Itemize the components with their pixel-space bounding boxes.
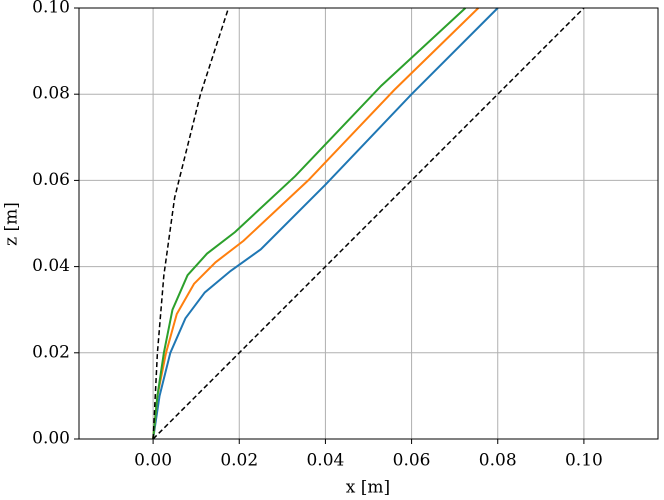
x-tick-label: 0.08	[479, 451, 517, 471]
plot-frame	[78, 7, 659, 440]
y-tick-label: 0.02	[32, 342, 70, 362]
x-tick-label: 0.10	[565, 451, 603, 471]
y-tick-label: 0.08	[32, 84, 70, 104]
line	[152, 7, 480, 440]
line	[152, 7, 499, 440]
x-tick-label: 0.02	[220, 451, 258, 471]
line	[152, 7, 230, 440]
y-tick-label: 0.10	[32, 0, 70, 18]
line	[152, 7, 585, 440]
y-axis-label: z [m]	[2, 202, 22, 246]
y-tick-label: 0.04	[32, 256, 70, 276]
y-tick-label: 0.06	[32, 170, 70, 190]
x-axis-label: x [m]	[346, 478, 390, 498]
x-tick-label: 0.00	[134, 451, 172, 471]
y-tick-label: 0.00	[32, 429, 70, 449]
x-tick-label: 0.06	[393, 451, 431, 471]
line	[152, 7, 467, 440]
x-tick-label: 0.04	[306, 451, 344, 471]
